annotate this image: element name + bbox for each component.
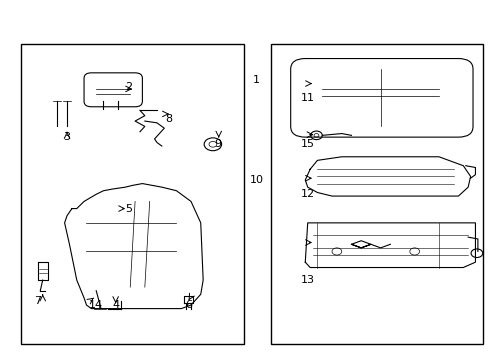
Text: 14: 14 (89, 300, 103, 310)
Text: 9: 9 (214, 139, 221, 149)
Text: 13: 13 (300, 275, 314, 285)
Text: 15: 15 (300, 139, 314, 149)
Text: 4: 4 (112, 300, 119, 310)
Text: 2: 2 (125, 82, 132, 92)
Text: 11: 11 (300, 93, 314, 103)
Text: 7: 7 (34, 296, 41, 306)
Text: 3: 3 (63, 132, 70, 142)
Bar (21, 44, 244, 344)
Text: 8: 8 (165, 114, 172, 124)
Text: 6: 6 (184, 300, 192, 310)
Text: 1: 1 (253, 75, 260, 85)
Text: 5: 5 (125, 203, 132, 213)
Bar (271, 44, 482, 344)
Text: 12: 12 (300, 189, 314, 199)
Text: 10: 10 (249, 175, 263, 185)
